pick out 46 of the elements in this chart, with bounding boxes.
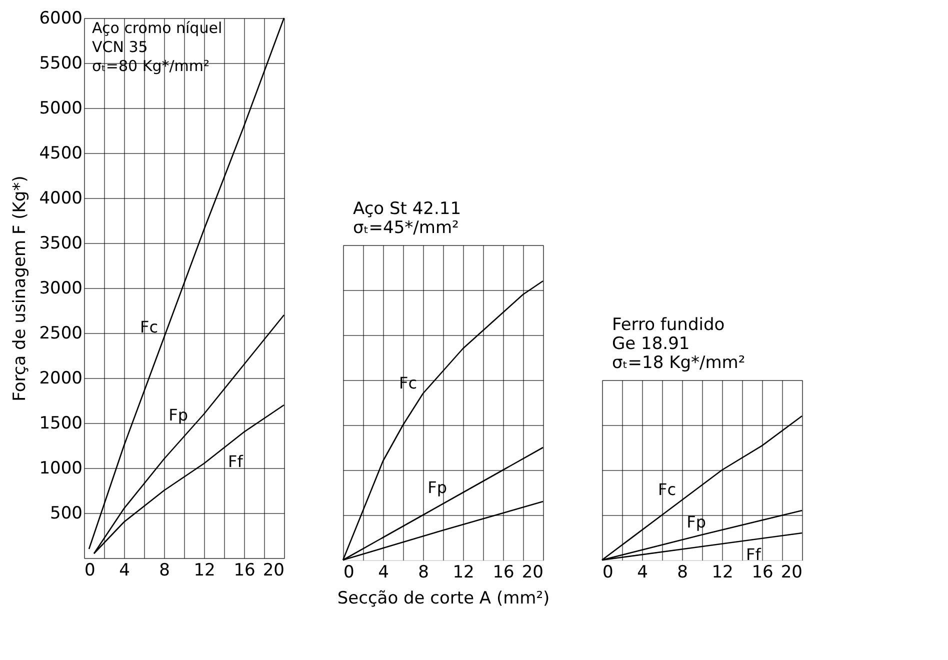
x-tick-label: 12 xyxy=(194,560,216,580)
y-tick-label: 4500 xyxy=(39,144,82,164)
x-tick-label: 16 xyxy=(492,562,514,582)
series-label: Ff xyxy=(746,545,762,564)
series-label: Fp xyxy=(428,478,447,498)
x-tick-label: 4 xyxy=(378,562,389,582)
chart-subtitle: σₜ=45*/mm² xyxy=(353,218,459,238)
text: VCN 35 σₜ=80 Kg*/mm² xyxy=(92,38,210,75)
x-tick-label: 20 xyxy=(262,560,284,580)
x-tick-label: 4 xyxy=(119,560,130,580)
series-label: Fp xyxy=(168,405,188,424)
x-tick-label: 0 xyxy=(84,560,96,580)
chart-title: Ferro fundido xyxy=(612,315,725,335)
x-tick-label: 20 xyxy=(780,562,802,582)
series-label: Fp xyxy=(686,512,706,532)
x-tick-label: 0 xyxy=(602,562,614,582)
x-tick-label: 20 xyxy=(522,562,544,582)
x-axis-title: Secção de corte A (mm²) xyxy=(337,588,550,608)
y-tick-label: 500 xyxy=(50,504,82,524)
x-tick-label: 12 xyxy=(712,562,734,582)
y-axis-title: Força de usinagem F (Kg*) xyxy=(10,176,30,402)
y-tick-label: 5500 xyxy=(39,54,82,74)
y-tick-label: 4000 xyxy=(39,188,82,208)
x-tick-label: 4 xyxy=(637,562,648,582)
x-tick-label: 8 xyxy=(677,562,688,582)
y-tick-label: 5000 xyxy=(39,98,82,118)
chart-title: Aço St 42.11 xyxy=(353,199,462,219)
y-tick-label: 2500 xyxy=(39,324,82,344)
x-tick-label: 16 xyxy=(752,562,774,582)
series-label: Fc xyxy=(140,318,158,336)
chart-subtitle: Ge 18.91 σₜ=18 Kg*/mm² xyxy=(612,334,746,373)
chart-title: Aço cromo níquel xyxy=(92,19,222,37)
x-tick-label: 0 xyxy=(344,562,354,582)
series-label: Fc xyxy=(399,374,417,392)
x-tick-label: 16 xyxy=(234,560,256,580)
y-tick-label: 3500 xyxy=(39,234,82,254)
y-tick-label: 3000 xyxy=(39,278,82,298)
x-tick-label: 8 xyxy=(418,562,429,582)
y-tick-label: 1500 xyxy=(39,414,82,434)
x-tick-label: 8 xyxy=(159,560,170,580)
y-tick-label: 2000 xyxy=(39,368,82,388)
x-tick-label: 12 xyxy=(452,562,474,582)
y-tick-label: 1000 xyxy=(39,458,82,478)
series-label: Fc xyxy=(658,480,676,499)
y-tick-label: 6000 xyxy=(39,8,82,28)
series-label: Ff xyxy=(228,452,244,471)
